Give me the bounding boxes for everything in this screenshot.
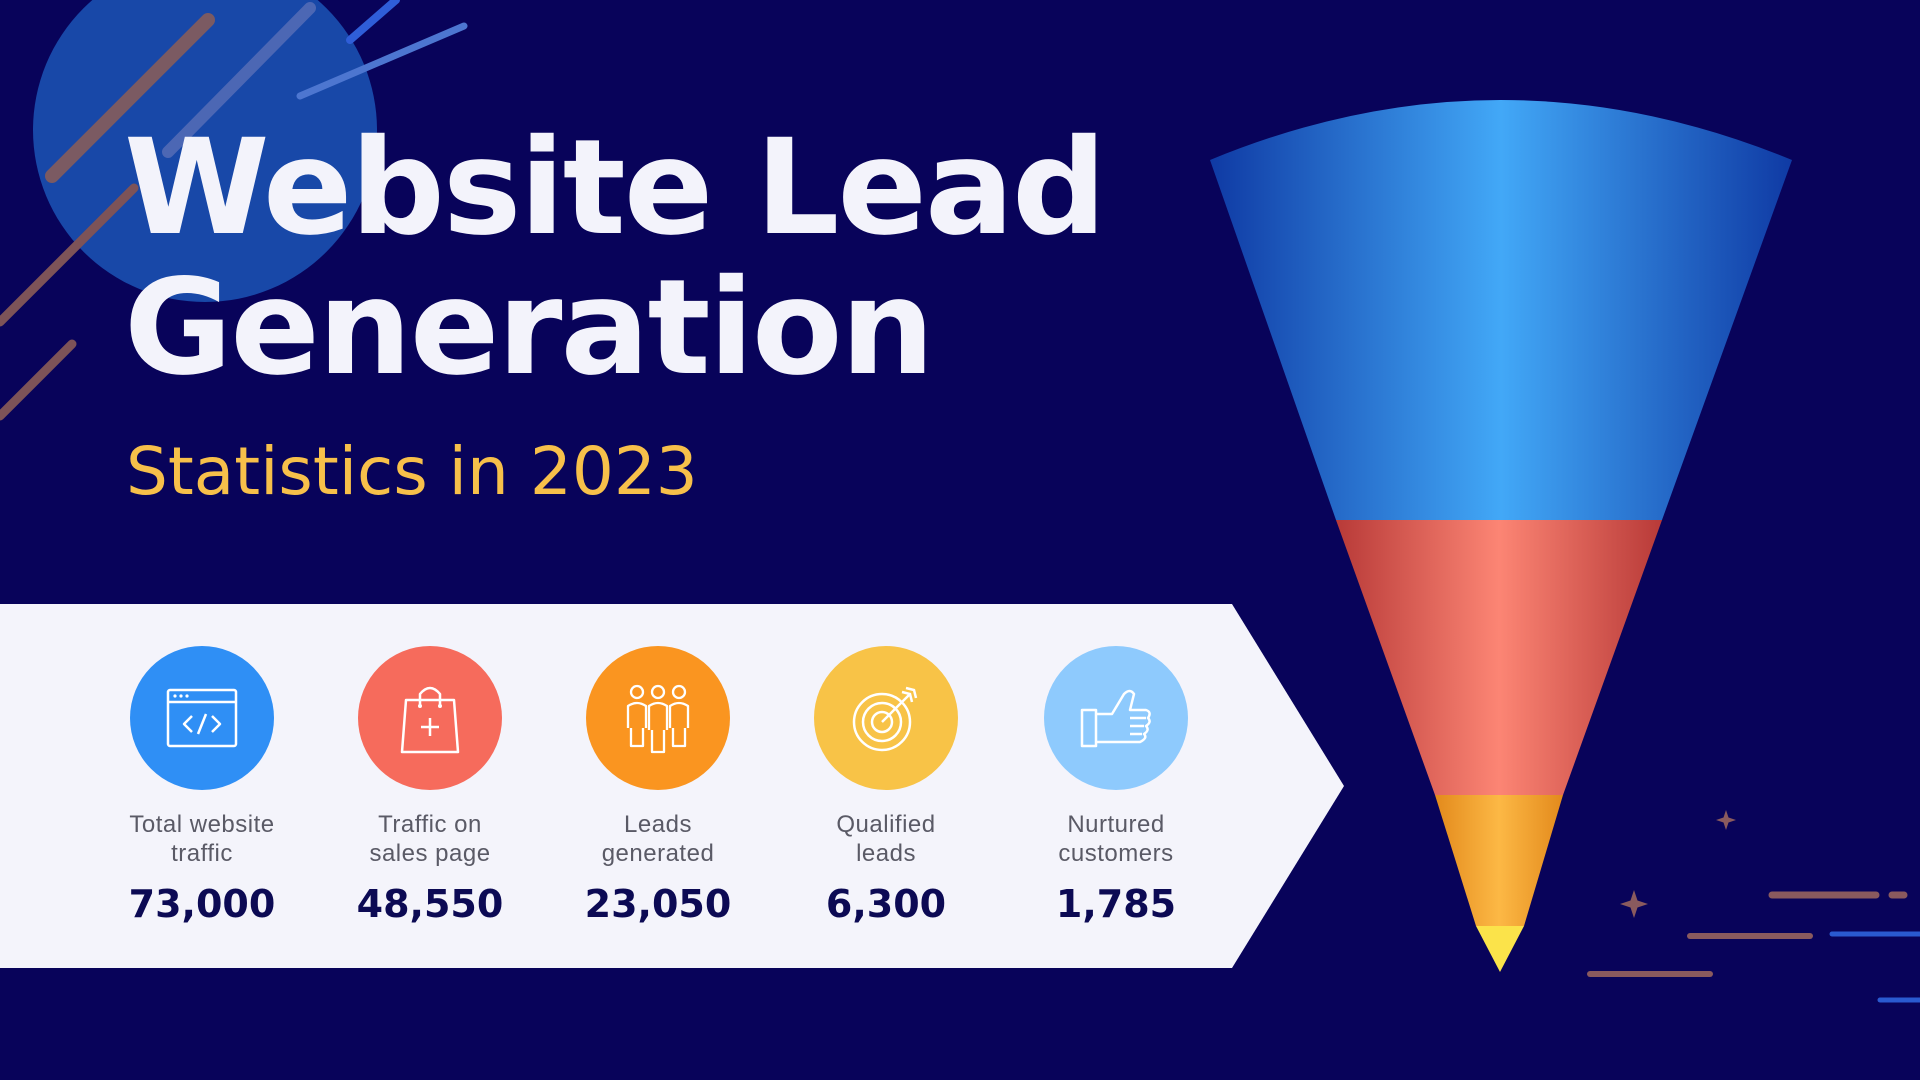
funnel-segment-top	[1210, 100, 1792, 520]
stat-icon-circle	[1044, 646, 1188, 790]
sales-funnel-graphic	[1210, 100, 1792, 972]
decor-stripe	[296, 22, 468, 100]
decor-stripe	[346, 0, 400, 44]
stat-label: Nurtured customers	[1058, 811, 1174, 867]
stat-traffic-on-sales-page: Traffic on sales page 48,550	[316, 646, 544, 926]
decor-stripe	[45, 13, 215, 183]
stat-label: Traffic on sales page	[369, 811, 491, 867]
funnel-segment-upper-middle	[1336, 520, 1662, 795]
decor-stripe	[162, 2, 316, 158]
stat-icon-circle	[586, 646, 730, 790]
title-line-2: Generation	[124, 251, 935, 405]
stat-value: 48,550	[356, 882, 504, 926]
stat-label: Total website traffic	[129, 811, 275, 867]
stat-leads-generated: Leads generated 23,050	[544, 646, 772, 926]
decor-stripe	[0, 183, 139, 327]
stat-label: Qualified leads	[836, 811, 936, 867]
stat-icon-circle	[814, 646, 958, 790]
thumbs-up-icon	[1080, 689, 1151, 748]
shopping-bag-icon	[400, 686, 460, 754]
stat-value: 73,000	[128, 882, 276, 926]
funnel-segment-lower-middle	[1435, 795, 1563, 926]
stat-value: 23,050	[584, 882, 732, 926]
people-group-icon	[626, 684, 690, 754]
stat-nurtured-customers: Nurtured customers 1,785	[1002, 646, 1230, 926]
target-icon	[852, 686, 918, 752]
page-subtitle: Statistics in 2023	[126, 433, 698, 510]
sparkle-icon	[1620, 890, 1648, 918]
stat-qualified-leads: Qualified leads 6,300	[772, 646, 1000, 926]
stat-label: Leads generated	[601, 811, 715, 867]
stat-icon-circle	[358, 646, 502, 790]
decor-stripe	[0, 339, 77, 421]
stat-value: 1,785	[1055, 882, 1177, 926]
page-title: Website Lead Generation	[124, 111, 1107, 405]
stat-value: 6,300	[825, 882, 947, 926]
funnel-segment-tip	[1476, 926, 1524, 972]
decor-circle	[33, 0, 377, 302]
stat-icon-circle	[130, 646, 274, 790]
sparkle-icon	[1716, 810, 1736, 830]
code-window-icon	[166, 688, 238, 748]
stat-total-website-traffic: Total website traffic 73,000	[88, 646, 316, 926]
title-line-1: Website Lead	[124, 111, 1107, 265]
